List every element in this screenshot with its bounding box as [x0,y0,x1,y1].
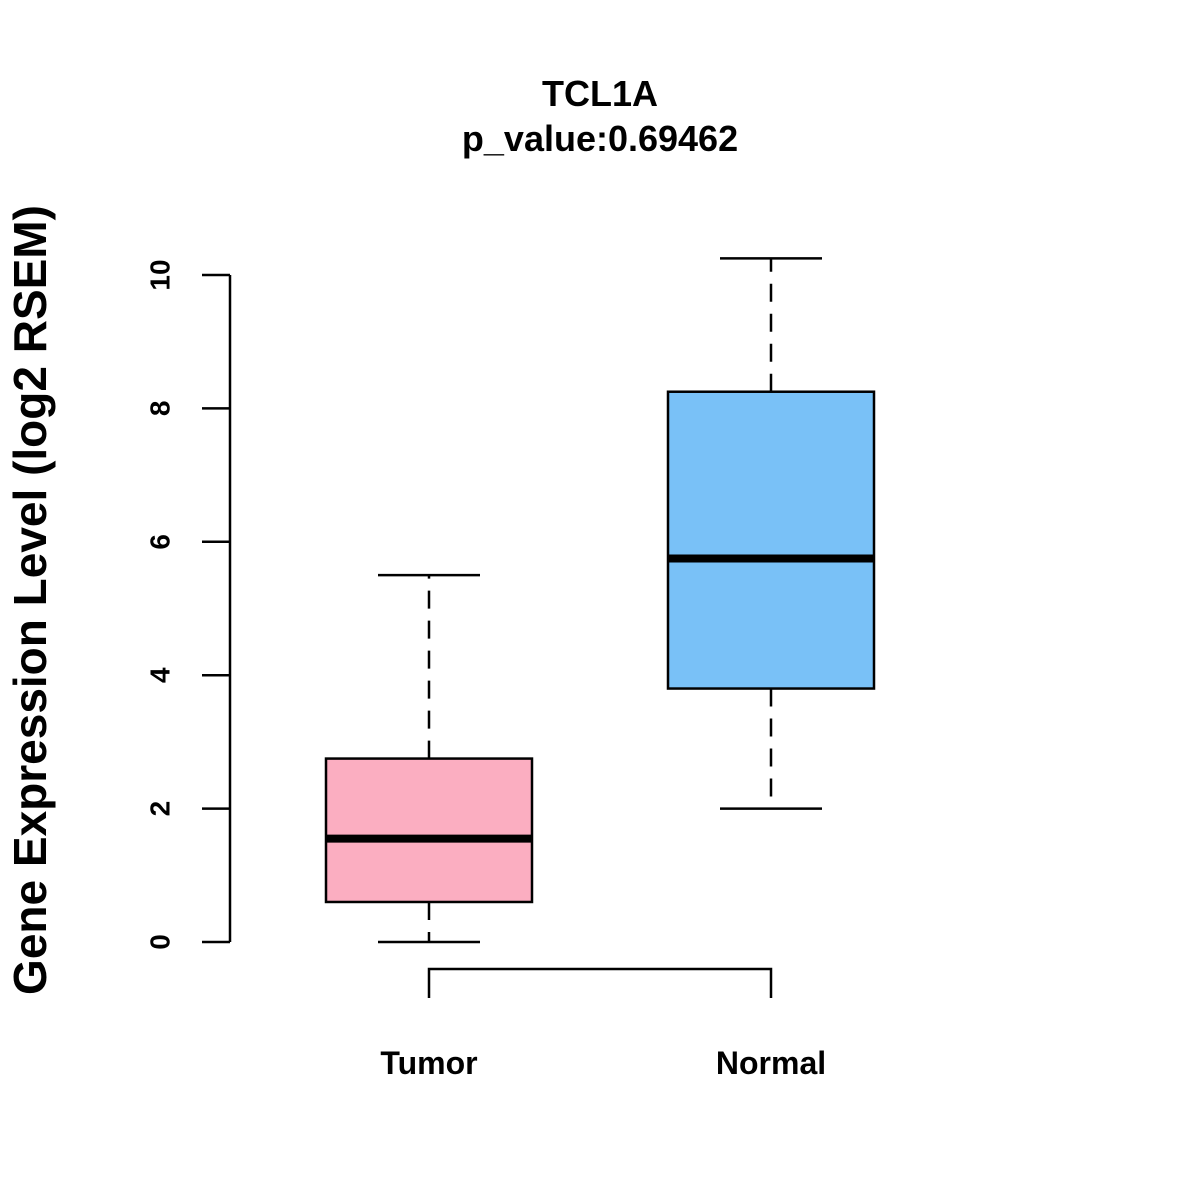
y-tick-label: 8 [145,401,176,417]
y-axis: 0 2 4 6 8 10 [145,259,232,950]
y-axis-label: Gene Expression Level (log2 RSEM) [4,205,56,995]
iqr-box [666,390,876,690]
iqr-box [324,757,534,904]
chart-title: TCL1A [542,73,658,114]
category-label-tumor: Tumor [380,1045,477,1081]
y-tick-label: 0 [145,934,176,950]
category-label-normal: Normal [716,1045,826,1081]
box-tumor [324,573,534,944]
bracket-line [427,967,773,998]
y-tick-label: 6 [145,534,176,550]
comparison-bracket [427,967,773,998]
y-tick-label: 10 [145,259,176,290]
category-labels: Tumor Normal [380,1045,826,1081]
box-normal [666,257,876,810]
y-tick-label: 2 [145,801,176,817]
boxes-group [324,257,876,944]
y-tick-label: 4 [145,667,176,683]
chart-subtitle: p_value:0.69462 [462,118,738,159]
